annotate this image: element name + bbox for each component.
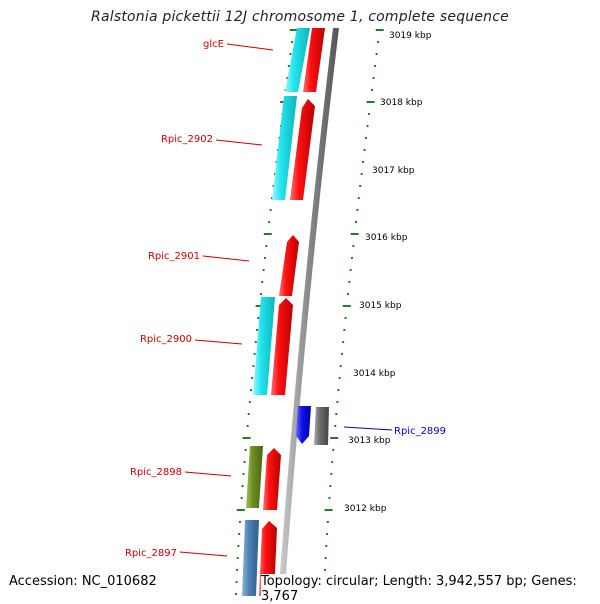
gene-label-rpic-2898[interactable]: Rpic_2898: [130, 467, 182, 478]
gene-rpic-2899[interactable]: [296, 406, 329, 445]
gene-label-rpic-2899[interactable]: Rpic_2899: [394, 426, 446, 437]
gene-rpic-2901[interactable]: [279, 235, 299, 296]
gene-label-rpic-2901[interactable]: Rpic_2901: [148, 251, 200, 262]
cds-arrow[interactable]: [271, 298, 293, 395]
gene-glcE[interactable]: [285, 28, 325, 92]
leader-line: [202, 255, 250, 262]
summary-label: Topology: circular; Length: 3,942,557 bp…: [261, 574, 600, 604]
leader-line: [179, 551, 228, 557]
chromosome-backbone: [278, 28, 339, 600]
leader-line: [184, 471, 232, 477]
cds-arrow[interactable]: [279, 235, 299, 296]
gene-rpic-2900[interactable]: [253, 297, 293, 395]
cds-arrow[interactable]: [285, 28, 310, 92]
gene-label-rpic-2897[interactable]: Rpic_2897: [125, 548, 177, 559]
gene-arrow[interactable]: [296, 406, 311, 444]
gene-arrow[interactable]: [253, 297, 275, 395]
gene-labels: glcE Rpic_2902 Rpic_2901 Rpic_2900 Rpic_…: [125, 39, 446, 559]
tick-labels: 3019 kbp 3018 kbp 3017 kbp 3016 kbp 3015…: [344, 31, 432, 514]
tick-label: 3013 kbp: [348, 436, 391, 446]
leader-line: [343, 426, 393, 431]
tick-label: 3015 kbp: [359, 301, 402, 311]
tick-label: 3016 kbp: [365, 233, 408, 243]
tick-label: 3014 kbp: [353, 369, 396, 379]
cds-arrow[interactable]: [290, 99, 315, 200]
leader-line: [226, 43, 274, 51]
cds-arrow[interactable]: [314, 407, 329, 445]
gene-label-rpic-2902[interactable]: Rpic_2902: [161, 134, 213, 145]
tick-label: 3018 kbp: [380, 98, 423, 108]
outer-dotted-ring: [323, 29, 384, 595]
gene-rpic-2902[interactable]: [272, 96, 315, 200]
tick-label: 3017 kbp: [372, 166, 415, 176]
gene-arrow[interactable]: [246, 446, 263, 508]
gene-label-rpic-2900[interactable]: Rpic_2900: [140, 334, 192, 345]
tick-label: 3019 kbp: [389, 31, 432, 41]
gene-arrow[interactable]: [242, 520, 259, 596]
cds-arrow[interactable]: [263, 448, 281, 510]
gene-arrow[interactable]: [272, 96, 297, 200]
cds-arrow[interactable]: [303, 28, 325, 92]
map-title: Ralstonia pickettii 12J chromosome 1, co…: [91, 9, 509, 25]
leader-line: [215, 139, 263, 146]
leader-line: [194, 339, 243, 345]
gene-label-glcE[interactable]: glcE: [203, 39, 224, 50]
tick-label: 3012 kbp: [344, 504, 387, 514]
gene-rpic-2898[interactable]: [246, 446, 281, 510]
accession-label: Accession: NC_010682: [9, 574, 157, 589]
